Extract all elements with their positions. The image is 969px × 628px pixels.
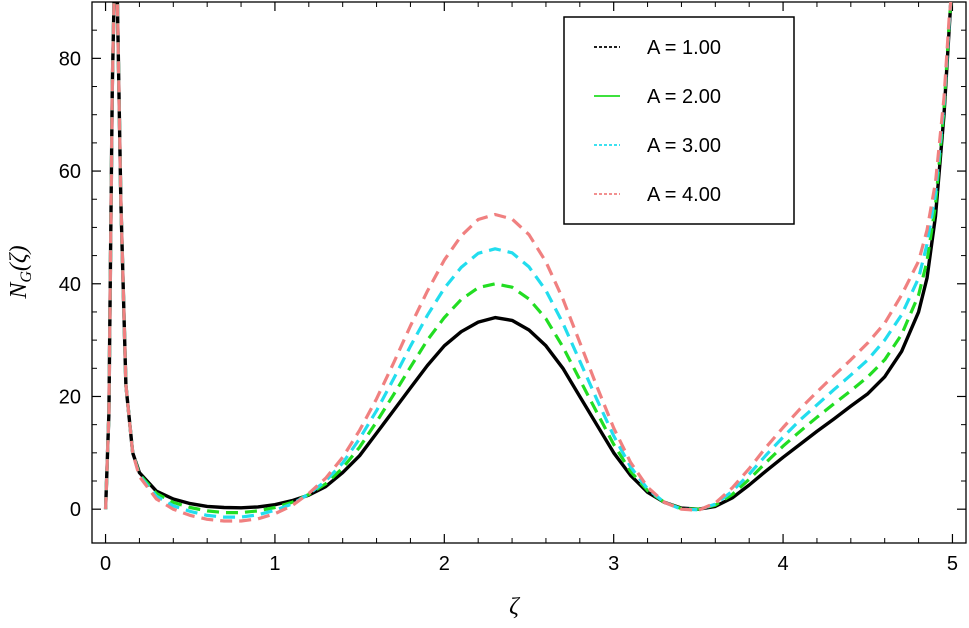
legend-label-3: A = 3.00 [647,135,721,157]
series-line-2 [104,2,953,515]
x-tick-label: 1 [269,553,280,575]
ticks: 0 1 2 3 4 5 0 20 40 60 80 [59,2,966,575]
legend-label-1: A = 1.00 [647,37,721,59]
x-tick-label: 0 [100,553,111,575]
legend-label-2: A = 2.00 [647,86,721,108]
legend-box [563,16,795,225]
x-tick-label: 5 [947,553,958,575]
x-tick-label: 4 [778,553,789,575]
plot-frame [91,1,967,544]
x-axis-label: ζ [509,594,521,620]
series-line-4 [104,2,953,523]
legend-label-4: A = 4.00 [647,184,721,206]
series-line-3 [104,2,953,519]
y-axis-label-arg: (ζ) [6,245,32,271]
series-line-1 [103,2,953,511]
y-tick-label: 80 [59,48,81,70]
legend: A = 1.00 A = 2.00 A = 3.00 A = 4.00 [563,16,795,225]
y-axis-label: NG(ζ) [6,245,35,299]
x-tick-label: 3 [608,553,619,575]
y-tick-label: 60 [59,161,81,183]
y-tick-label: 40 [59,274,81,296]
y-axis-label-sub: G [18,271,35,283]
series-layer [103,2,953,523]
y-tick-label: 0 [70,499,81,521]
x-tick-label: 2 [439,553,450,575]
y-tick-label: 20 [59,386,81,408]
y-axis-label-main: N [6,281,32,300]
